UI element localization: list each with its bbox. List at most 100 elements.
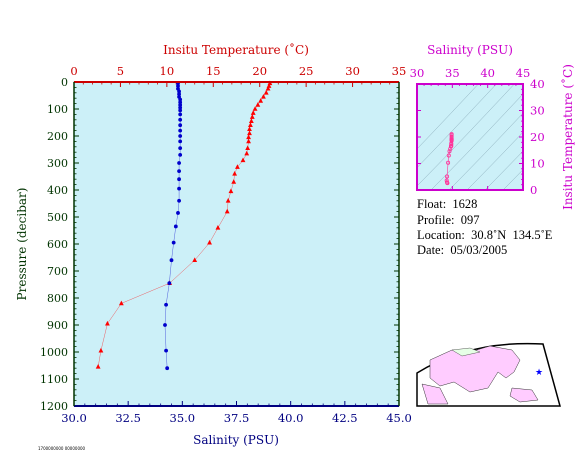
y-tick-label: 700 [47, 265, 68, 278]
y-tick-label: 900 [47, 319, 68, 332]
ts-point [446, 153, 451, 158]
profile-plot-area [74, 82, 399, 406]
temperature-point [265, 85, 271, 91]
temperature-point [258, 98, 264, 103]
salinity-point [178, 112, 183, 117]
salinity-point [178, 153, 183, 157]
salinity-point [169, 258, 174, 263]
y-tick-label: 200 [47, 130, 68, 143]
y-axis-label: Pressure (decibar) [15, 188, 29, 301]
bottom-tick-label: 37.5 [224, 411, 250, 425]
salinity-point [178, 117, 183, 122]
salinity-point [171, 240, 176, 245]
top-tick-label: 20 [252, 64, 267, 78]
ts-y-tick-label: 40 [530, 77, 545, 91]
ts-density-contours [417, 84, 523, 190]
salinity-point [164, 348, 168, 353]
salinity-point [176, 211, 180, 215]
density-contour [484, 150, 523, 190]
salinity-point [178, 139, 183, 144]
salinity-point [178, 128, 183, 133]
temperature-point [224, 208, 230, 214]
y-tick-label: 600 [47, 238, 68, 251]
salinity-point [178, 146, 183, 151]
ts-x-tick-label: 45 [516, 66, 531, 80]
float-id-text: Float: 1628 [417, 197, 478, 211]
density-contour [448, 112, 523, 190]
bottom-tick-label: 30.0 [61, 411, 87, 425]
salinity-point [165, 366, 170, 371]
density-contour [417, 84, 515, 187]
ts-point [448, 146, 453, 151]
temperature-point [248, 118, 254, 123]
salinity-point [178, 103, 183, 107]
salinity-point [178, 108, 183, 113]
y-tick-label: 800 [47, 292, 68, 305]
bottom-tick-label: 42.5 [332, 411, 358, 425]
density-contour [430, 93, 523, 190]
salinity-point [178, 100, 183, 105]
top-axis-label: Insitu Temperature (˚C) [163, 42, 309, 57]
ts-y-tick-label: 30 [530, 104, 545, 118]
profile-marks [95, 80, 273, 371]
salinity-point [178, 123, 183, 128]
salinity-point [177, 161, 181, 165]
salinity-point [164, 302, 168, 307]
top-tick-label: 0 [70, 64, 77, 78]
map-land-north [451, 347, 481, 357]
ts-x-tick-label: 35 [445, 66, 460, 80]
temperature-point [246, 138, 251, 144]
salinity-point [173, 224, 178, 229]
temperature-point [249, 114, 255, 119]
temperature-point [244, 150, 250, 156]
temperature-point [250, 110, 256, 115]
temperature-point [105, 320, 110, 326]
map-land-australia [509, 387, 539, 403]
ts-x-tick-label: 40 [480, 66, 495, 80]
y-tick-label: 500 [47, 211, 68, 224]
ts-y-tick-label: 20 [530, 130, 545, 144]
temperature-point [228, 188, 234, 194]
temperature-point [248, 122, 253, 127]
profile-id-text: Profile: 097 [417, 213, 480, 227]
salinity-point [177, 198, 181, 203]
world-map-inset: ★ [416, 342, 561, 407]
top-tick-label: 25 [299, 64, 314, 78]
top-tick-label: 5 [117, 64, 124, 78]
map-land-africa [421, 383, 449, 405]
temperature-point [235, 164, 240, 169]
y-tick-label: 400 [47, 184, 68, 197]
ts-marks [444, 132, 454, 186]
salinity-point [163, 323, 167, 327]
temperature-point [246, 134, 251, 140]
temperature-point [261, 94, 266, 99]
temperature-point [225, 198, 231, 203]
ts-point [445, 181, 450, 186]
ts-point [449, 138, 454, 143]
salinity-point [177, 177, 181, 182]
map-land-eurasia [429, 345, 521, 393]
salinity-point [178, 134, 183, 138]
temperature-point [192, 257, 198, 262]
temperature-point [232, 171, 238, 176]
ts-y-label: Insitu Temperature (˚C) [560, 64, 575, 210]
temperature-point [255, 102, 261, 107]
ts-plot-area [417, 84, 523, 190]
temperature-point [118, 300, 124, 306]
bottom-axis-label: Salinity (PSU) [193, 433, 279, 447]
density-contour [417, 84, 497, 168]
density-contour [417, 84, 479, 150]
date-text: Date: 05/03/2005 [417, 243, 508, 257]
salinity-point [176, 84, 180, 88]
temperature-point [247, 130, 252, 136]
salinity-point [167, 281, 172, 286]
ts-y-tick-label: 0 [530, 183, 537, 197]
temperature-point [263, 90, 269, 95]
ts-point [446, 160, 451, 165]
salinity-point [178, 105, 183, 110]
temperature-point [98, 347, 104, 353]
temperature-point [240, 157, 246, 163]
top-tick-label: 15 [206, 64, 221, 78]
